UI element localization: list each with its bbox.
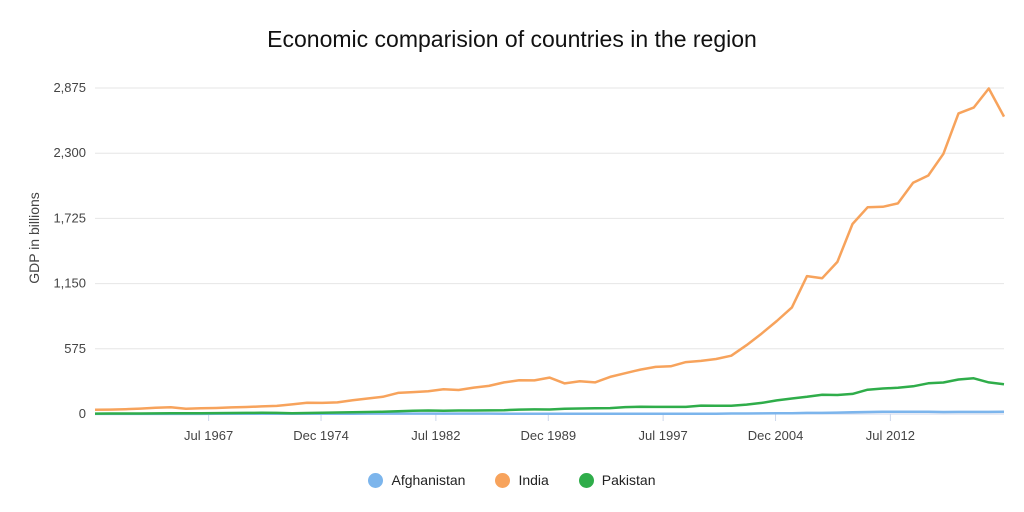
legend-marker-icon [368, 472, 384, 488]
chart-title: Economic comparision of countries in the… [267, 26, 757, 52]
legend-label: Afghanistan [391, 472, 466, 488]
y-tick-label: 1,725 [53, 210, 86, 225]
legend: Afghanistan India Pakistan [0, 472, 1024, 488]
y-tick-label: 0 [79, 406, 86, 421]
series-line-pakistan[interactable] [94, 377, 1005, 415]
x-tick-label: Dec 1989 [520, 428, 576, 443]
legend-item-pakistan[interactable]: Pakistan [578, 472, 656, 488]
legend-item-afghanistan[interactable]: Afghanistan [368, 472, 465, 488]
axes: 0 575 1,150 1,725 2,300 2,875 Jul 1967 Dec 1974… [53, 80, 915, 443]
y-axis-title: GDP in billions [26, 192, 42, 284]
legend-item-india[interactable]: India [495, 472, 549, 488]
x-tick-label: Jul 1997 [639, 428, 688, 443]
series-lines [94, 87, 1006, 416]
legend-label: India [518, 472, 549, 488]
y-tick-label: 575 [64, 341, 86, 356]
x-tick-label: Jul 1967 [184, 428, 233, 443]
legend-label: Pakistan [601, 472, 656, 488]
x-tick-label: Jul 2012 [866, 428, 915, 443]
legend-marker-icon [495, 472, 511, 488]
x-tick-label: Dec 2004 [748, 428, 804, 443]
y-tick-label: 1,150 [53, 276, 86, 291]
y-tick-label: 2,300 [53, 145, 86, 160]
grid-lines [95, 87, 1004, 415]
y-tick-label: 2,875 [53, 80, 86, 95]
legend-marker-icon [578, 472, 594, 488]
series-line-india[interactable] [94, 87, 1006, 412]
x-tick-label: Dec 1974 [293, 428, 349, 443]
x-tick-label: Jul 1982 [411, 428, 460, 443]
